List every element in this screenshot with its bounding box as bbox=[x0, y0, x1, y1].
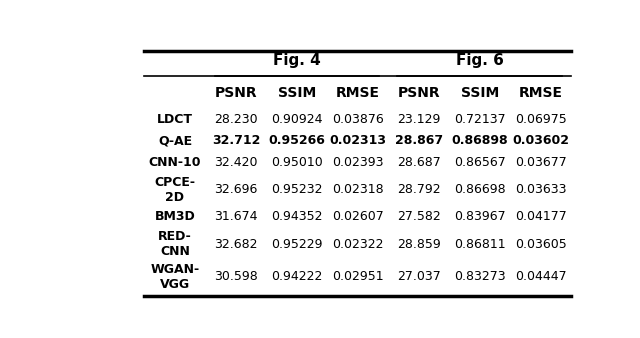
Text: 0.03633: 0.03633 bbox=[515, 183, 566, 196]
Text: BM3D: BM3D bbox=[155, 211, 195, 223]
Text: 0.03876: 0.03876 bbox=[332, 113, 383, 126]
Text: 0.02313: 0.02313 bbox=[329, 134, 387, 147]
Text: 0.83273: 0.83273 bbox=[454, 270, 506, 283]
Text: Fig. 6: Fig. 6 bbox=[456, 53, 504, 68]
Text: 0.03602: 0.03602 bbox=[512, 134, 569, 147]
Text: 31.674: 31.674 bbox=[214, 211, 258, 223]
Text: 0.03677: 0.03677 bbox=[515, 156, 566, 169]
Text: 0.95266: 0.95266 bbox=[268, 134, 325, 147]
Text: Q-AE: Q-AE bbox=[158, 134, 192, 147]
Text: WGAN-
VGG: WGAN- VGG bbox=[150, 263, 200, 291]
Text: 0.02322: 0.02322 bbox=[332, 238, 383, 250]
Text: PSNR: PSNR bbox=[397, 86, 440, 100]
Text: 32.712: 32.712 bbox=[212, 134, 260, 147]
Text: 0.95229: 0.95229 bbox=[271, 238, 323, 250]
Text: 0.94222: 0.94222 bbox=[271, 270, 323, 283]
Text: 32.420: 32.420 bbox=[214, 156, 258, 169]
Text: RMSE: RMSE bbox=[336, 86, 380, 100]
Text: SSIM: SSIM bbox=[278, 86, 316, 100]
Text: CNN-10: CNN-10 bbox=[148, 156, 201, 169]
Text: 0.86567: 0.86567 bbox=[454, 156, 506, 169]
Text: RED-
CNN: RED- CNN bbox=[158, 230, 192, 258]
Text: 0.83967: 0.83967 bbox=[454, 211, 506, 223]
Text: 0.02607: 0.02607 bbox=[332, 211, 383, 223]
Text: 28.867: 28.867 bbox=[395, 134, 443, 147]
Text: 0.86811: 0.86811 bbox=[454, 238, 506, 250]
Text: 0.95010: 0.95010 bbox=[271, 156, 323, 169]
Text: PSNR: PSNR bbox=[214, 86, 257, 100]
Text: 0.03605: 0.03605 bbox=[515, 238, 566, 250]
Text: 0.90924: 0.90924 bbox=[271, 113, 323, 126]
Text: 0.04447: 0.04447 bbox=[515, 270, 566, 283]
Text: 0.02318: 0.02318 bbox=[332, 183, 383, 196]
Text: 27.037: 27.037 bbox=[397, 270, 440, 283]
Text: 30.598: 30.598 bbox=[214, 270, 258, 283]
Text: 28.792: 28.792 bbox=[397, 183, 440, 196]
Text: 0.72137: 0.72137 bbox=[454, 113, 506, 126]
Text: 28.859: 28.859 bbox=[397, 238, 440, 250]
Text: 27.582: 27.582 bbox=[397, 211, 440, 223]
Text: 32.682: 32.682 bbox=[214, 238, 258, 250]
Text: 23.129: 23.129 bbox=[397, 113, 440, 126]
Text: 0.02951: 0.02951 bbox=[332, 270, 383, 283]
Text: Fig. 4: Fig. 4 bbox=[273, 53, 321, 68]
Text: CPCE-
2D: CPCE- 2D bbox=[154, 176, 195, 204]
Text: RMSE: RMSE bbox=[518, 86, 563, 100]
Text: 0.06975: 0.06975 bbox=[515, 113, 566, 126]
Text: 0.86898: 0.86898 bbox=[451, 134, 508, 147]
Text: 0.04177: 0.04177 bbox=[515, 211, 566, 223]
Text: 0.95232: 0.95232 bbox=[271, 183, 323, 196]
Text: LDCT: LDCT bbox=[157, 113, 193, 126]
Text: 28.230: 28.230 bbox=[214, 113, 258, 126]
Text: 28.687: 28.687 bbox=[397, 156, 440, 169]
Text: 0.86698: 0.86698 bbox=[454, 183, 506, 196]
Text: 32.696: 32.696 bbox=[214, 183, 257, 196]
Text: SSIM: SSIM bbox=[461, 86, 499, 100]
Text: 0.02393: 0.02393 bbox=[332, 156, 383, 169]
Text: 0.94352: 0.94352 bbox=[271, 211, 323, 223]
